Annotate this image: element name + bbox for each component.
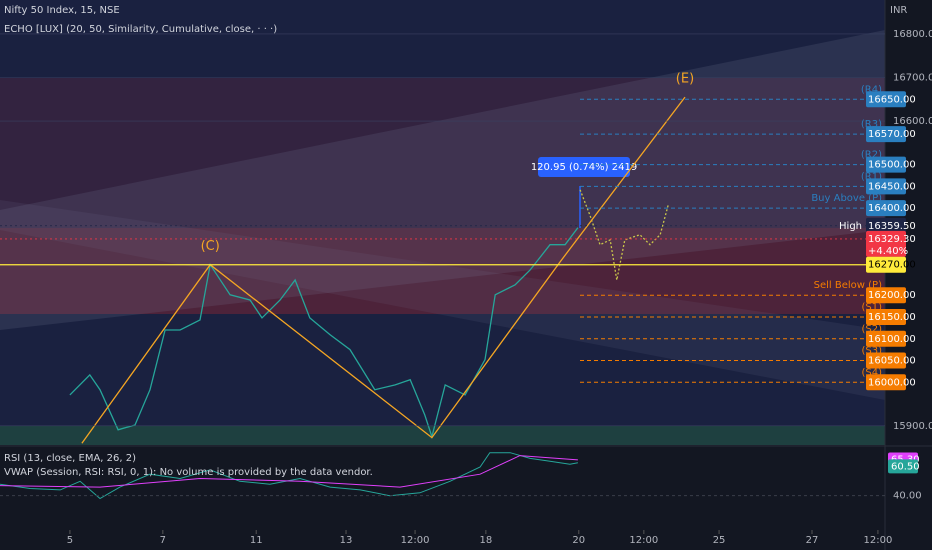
level-tag: (S1) <box>861 302 882 313</box>
level-tag: (R4) <box>861 84 882 95</box>
x-tick-label: 12:00 <box>629 535 658 546</box>
zone-mid <box>0 228 885 314</box>
level-label: 16100.00 <box>868 334 916 345</box>
y-tick-label: 16600.00 <box>893 116 932 127</box>
rsi-title: RSI (13, close, EMA, 26, 2) <box>4 453 136 464</box>
x-tick-label: 11 <box>250 535 263 546</box>
level-label: 16150.00 <box>868 312 916 323</box>
series-line <box>81 96 686 444</box>
rsi-value-box <box>888 459 918 474</box>
level-tag: (S3) <box>861 346 882 357</box>
x-tick-label: 18 <box>479 535 492 546</box>
measure-label: 120.95 (0.74%) 2419 <box>531 162 637 173</box>
x-tick-label: 13 <box>340 535 353 546</box>
level-label: 16450.00 <box>868 181 916 192</box>
x-tick-label: 12:00 <box>864 535 893 546</box>
series-line <box>579 189 669 281</box>
level-tag: (R2) <box>861 150 882 161</box>
channel <box>0 30 885 330</box>
y-tick-label: 15900.00 <box>893 421 932 432</box>
indicator: ECHO [LUX] (20, 50, Similarity, Cumulati… <box>4 24 277 35</box>
level-tag: (R3) <box>861 119 882 130</box>
level-box <box>866 126 906 143</box>
x-tick-label: 5 <box>67 535 73 546</box>
rsi-value-label: 60.50 <box>891 461 920 472</box>
x-tick-label: 27 <box>806 535 819 546</box>
level-box <box>866 287 906 304</box>
symbol: Nifty 50 Index, 15, NSE <box>4 5 120 16</box>
price-box <box>866 256 906 273</box>
level-box <box>866 308 906 325</box>
series-line <box>69 227 579 440</box>
level-box <box>866 91 906 108</box>
wave-label: (E) <box>676 72 694 87</box>
level-box <box>866 156 906 173</box>
measure-box <box>538 157 630 177</box>
x-tick-label: 25 <box>713 535 726 546</box>
level-box <box>866 178 906 195</box>
wave-label: (C) <box>201 239 220 254</box>
currency: INR <box>890 5 907 16</box>
zone-low <box>0 426 885 445</box>
level-tag: Buy Above (P) <box>811 193 882 204</box>
level-label: 16570.00 <box>868 129 916 140</box>
price-box <box>866 230 906 257</box>
price-label: 16270.00 <box>868 260 916 271</box>
level-tag: (S2) <box>861 324 882 335</box>
y-tick-label: 16800.00 <box>893 29 932 40</box>
series-line <box>0 455 578 488</box>
price-tag: +4.40% <box>868 246 908 257</box>
level-tag: (S4) <box>861 367 882 378</box>
level-label: 16500.00 <box>868 160 916 171</box>
level-tag: (R1) <box>861 171 882 182</box>
rsi-subtitle: VWAP (Session, RSI: RSI, 0, 1): No volum… <box>4 467 373 478</box>
zone-upper <box>0 78 885 228</box>
y-tick-label: 16700.00 <box>893 73 932 84</box>
level-box <box>866 374 906 391</box>
level-label: 16050.00 <box>868 356 916 367</box>
level-tag: Sell Below (P) <box>814 280 882 291</box>
x-tick-label: 12:00 <box>401 535 430 546</box>
rsi-tick-label: 40.00 <box>893 491 922 502</box>
channel <box>0 200 885 400</box>
price-tag: High <box>839 221 862 232</box>
x-tick-label: 20 <box>572 535 585 546</box>
level-label: 16400.00 <box>868 203 916 214</box>
level-box <box>866 200 906 217</box>
rsi-pane <box>0 447 885 530</box>
price-label: 16359.50 <box>868 221 916 232</box>
level-label: 16200.00 <box>868 290 916 301</box>
level-box <box>866 330 906 347</box>
x-tick-label: 7 <box>160 535 166 546</box>
level-label: 16000.00 <box>868 377 916 388</box>
price-label: 16329.30 <box>868 234 916 245</box>
level-box <box>866 352 906 369</box>
price-box <box>866 217 906 234</box>
level-label: 16650.00 <box>868 94 916 105</box>
